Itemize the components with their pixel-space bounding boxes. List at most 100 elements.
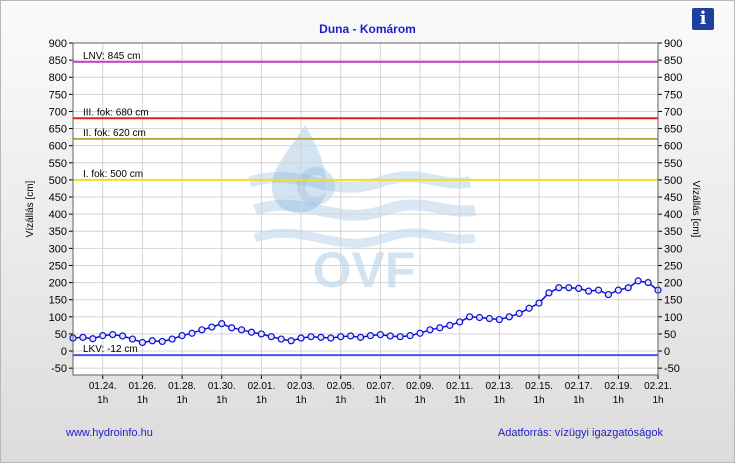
x-tick-label: 02.13. [485,381,513,392]
watermark-wave-2 [253,199,477,221]
data-point [644,278,652,287]
data-point [584,287,593,295]
y-tick-label-right: 800 [664,72,682,84]
x-tick-label: 02.07. [366,381,394,392]
plot-area [72,42,659,376]
data-point [426,326,434,334]
y-tick-label-left: -50 [51,363,67,375]
data-point [356,333,365,341]
y-tick-label-right: 0 [664,346,670,358]
x-tick-label: 02.11. [446,381,473,392]
plot-border [72,42,659,376]
data-point [218,320,226,328]
x-tick-label: 02.01. [247,381,275,392]
y-tick-label-right: 200 [664,278,682,290]
y-tick-label-left: 750 [49,89,67,101]
data-point [406,332,414,340]
data-point [228,324,236,332]
y-tick-label-left: 850 [49,55,67,67]
watermark-wave-3 [253,228,476,248]
data-point [545,289,553,297]
y-tick-label-left: 550 [49,158,67,170]
data-point [604,290,613,299]
data-point [198,326,206,334]
data-point [446,321,454,329]
y-tick-label-right: 650 [664,124,682,136]
data-point [327,334,335,342]
y-tick-label-left: 700 [49,106,67,118]
x-tick-sublabel: 1h [216,395,227,406]
data-point [307,333,315,341]
y-tick-label-right: 550 [664,158,682,170]
data-point [158,337,166,346]
data-point [317,333,325,341]
data-point [376,331,384,339]
y-tick-label-left: 650 [49,124,67,136]
y-tick-label-right: 150 [664,295,682,307]
watermark-text: OVF [313,242,416,298]
data-point [267,333,275,341]
threshold-label-ii-fok: II. fok: 620 cm [83,128,146,139]
x-tick-label: 02.03. [287,381,315,392]
y-tick-label-left: 300 [49,243,67,255]
x-tick-sublabel: 1h [414,395,425,406]
data-point [89,335,97,343]
data-point [614,286,622,294]
data-point [575,284,583,293]
x-tick-sublabel: 1h [652,395,663,406]
data-point [475,313,484,322]
x-tick-sublabel: 1h [573,395,584,406]
x-tick-sublabel: 1h [177,395,188,406]
y-tick-label-right: 600 [664,141,682,153]
data-point [366,332,375,340]
x-tick-label: 01.24. [89,381,117,392]
x-tick-sublabel: 1h [533,395,544,406]
x-tick-label: 02.15. [525,381,553,392]
x-tick-sublabel: 1h [335,395,346,406]
data-point [634,277,642,285]
data-point [128,335,137,343]
y-tick-label-right: 750 [664,89,682,101]
data-point [416,329,424,337]
y-tick-label-left: 150 [49,295,67,307]
x-tick-sublabel: 1h [454,395,465,406]
x-tick-label: 02.09. [406,381,434,392]
data-point [337,333,345,341]
data-point [247,328,256,336]
y-axis-label-left: Vízállás [cm] [25,180,36,237]
y-tick-label-right: 250 [664,260,682,272]
y-tick-label-right: 300 [664,243,682,255]
info-icon[interactable]: i [692,8,714,30]
data-point [178,332,186,340]
data-point [109,331,117,339]
y-tick-label-right: 450 [664,192,682,204]
data-point [188,329,196,337]
x-tick-sublabel: 1h [494,395,505,406]
threshold-label-iii-fok: III. fok: 680 cm [83,107,149,118]
data-point [485,314,494,323]
y-tick-label-right: 500 [664,175,682,187]
y-tick-label-left: 500 [49,175,67,187]
y-tick-label-right: 700 [664,106,682,118]
x-tick-label: 02.19. [604,381,632,392]
data-point [386,332,394,340]
data-point [505,313,513,321]
data-point [396,333,404,341]
y-axis-label-right: Vízállás [cm] [690,181,701,238]
data-point [138,338,147,347]
watermark-drop [271,125,327,213]
data-point [594,286,603,294]
footer-data-source: Adatforrás: vízügyi igazgatóságok [497,427,663,439]
y-tick-label-right: 400 [664,209,682,221]
watermark-wave-1 [248,171,472,193]
x-tick-label: 01.30. [208,381,236,392]
data-point [287,337,295,345]
footer-url-link[interactable]: www.hydroinfo.hu [66,427,153,439]
data-point [565,284,573,292]
y-tick-label-left: 100 [49,312,67,324]
x-tick-label: 01.26. [129,381,157,392]
data-point [99,332,107,340]
threshold-label-lkv: LKV: -12 cm [83,344,138,355]
data-point [277,335,285,343]
